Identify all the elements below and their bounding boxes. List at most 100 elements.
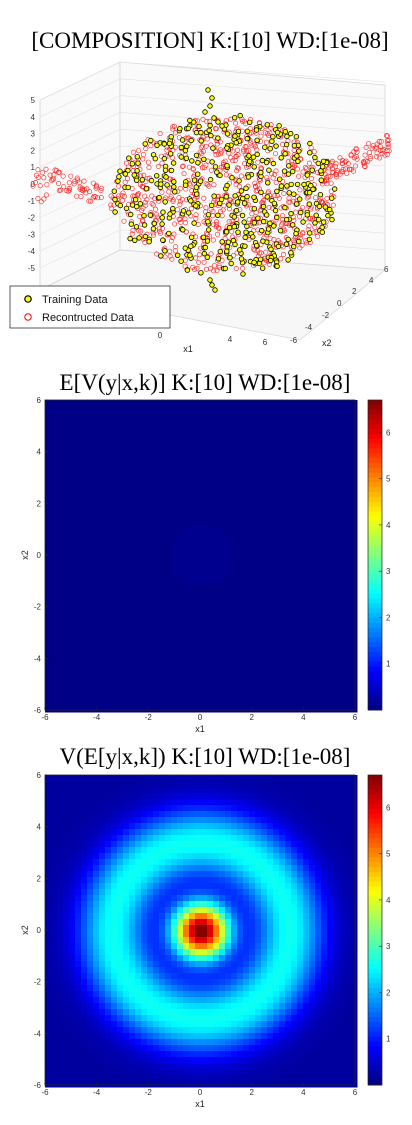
heatmap-cell: [219, 646, 226, 653]
heatmap-cell: [45, 574, 52, 581]
heatmap-cell: [303, 520, 310, 527]
training-point: [178, 144, 184, 151]
heatmap-cell: [321, 604, 328, 611]
heatmap-cell: [219, 694, 226, 701]
heatmap-cell: [135, 670, 142, 677]
heatmap-cell: [51, 799, 58, 806]
heatmap-cell: [111, 1009, 118, 1016]
heatmap-cell: [195, 628, 202, 635]
reconstructed-point: [168, 176, 174, 182]
heatmap-cell: [267, 544, 274, 551]
heatmap-cell: [63, 1045, 70, 1052]
training-point: [136, 235, 142, 241]
heatmap-cell: [105, 919, 112, 926]
heatmap-cell: [153, 616, 160, 623]
heatmap-cell: [63, 931, 70, 938]
heatmap-cell: [99, 877, 106, 884]
heatmap-cell: [81, 1045, 88, 1052]
heatmap-cell: [285, 448, 292, 455]
heatmap-cell: [195, 400, 202, 407]
reconstructed-point: [237, 183, 243, 189]
heatmap-cell: [51, 1057, 58, 1064]
heatmap-cell: [87, 688, 94, 695]
heatmap-cell: [171, 424, 178, 431]
heatmap-cell: [57, 865, 64, 872]
heatmap-cell: [303, 556, 310, 563]
heatmap-cell: [195, 694, 202, 701]
heatmap-cell: [75, 406, 82, 413]
heatmap-cell: [309, 412, 316, 419]
heatmap-cell: [297, 556, 304, 563]
heatmap-cell: [123, 628, 130, 635]
training-point: [231, 114, 238, 121]
heatmap-cell: [69, 520, 76, 527]
heatmap-cell: [51, 901, 58, 908]
heatmap-cell: [135, 550, 142, 557]
heatmap-cell: [225, 658, 232, 665]
heatmap-cell: [123, 670, 130, 677]
heatmap-cell: [57, 538, 64, 545]
reconstructed-point: [74, 175, 80, 181]
heatmap-cell: [297, 538, 304, 545]
heatmap-cell: [111, 781, 118, 788]
heatmap-cell: [45, 652, 52, 659]
heatmap-cell: [105, 1015, 112, 1022]
heatmap-cell: [297, 406, 304, 413]
heatmap-cell: [75, 640, 82, 647]
heatmap-cell: [171, 490, 178, 497]
heatmap-cell: [93, 943, 100, 950]
heatmap-cell: [93, 829, 100, 836]
heatmap-cell: [93, 1069, 100, 1076]
heatmap-cell: [63, 793, 70, 800]
heatmap-cell: [117, 1015, 124, 1022]
heatmap-cell: [111, 835, 118, 842]
colorbar-tick-label: 6: [386, 428, 391, 437]
heatmap-cell: [225, 550, 232, 557]
heatmap-cell: [177, 610, 184, 617]
heatmap-cell: [327, 706, 334, 713]
heatmap-cell: [291, 538, 298, 545]
heatmap-cell: [219, 538, 226, 545]
heatmap-cell: [315, 400, 322, 407]
heatmap-cell: [93, 1081, 100, 1088]
colorbar-segment: [368, 506, 382, 512]
heatmap-cell: [123, 472, 130, 479]
heatmap-cell: [111, 478, 118, 485]
heatmap-cell: [249, 448, 256, 455]
heatmap-cell: [141, 472, 148, 479]
heatmap-cell: [339, 544, 346, 551]
colorbar-segment: [368, 424, 382, 430]
reconstructed-point: [353, 146, 359, 152]
training-point: [211, 115, 217, 121]
heatmap-cell: [99, 418, 106, 425]
heatmap-cell: [279, 424, 286, 431]
heatmap-cell: [123, 781, 130, 788]
heatmap-cell: [93, 454, 100, 461]
heatmap-cell: [327, 412, 334, 419]
heatmap-cell: [105, 913, 112, 920]
heatmap-cell: [177, 514, 184, 521]
heatmap-cell: [225, 628, 232, 635]
reconstructed-point: [223, 172, 229, 178]
heatmap-cell: [321, 502, 328, 509]
heatmap-cell: [243, 526, 250, 533]
heatmap-cell: [165, 550, 172, 557]
heatmap-cell: [105, 694, 112, 701]
reconstructed-point: [49, 177, 55, 183]
heatmap-cell: [45, 799, 52, 806]
heatmap-cell: [291, 568, 298, 575]
heatmap-cell: [351, 412, 358, 419]
heatmap-cell: [201, 670, 208, 677]
reconstructed-point: [154, 214, 160, 220]
heatmap-cell: [255, 616, 262, 623]
heatmap-cell: [117, 580, 124, 587]
heatmap-cell: [165, 400, 172, 407]
heatmap-cell: [333, 676, 340, 683]
heatmap-cell: [123, 676, 130, 683]
heatmap-cell: [141, 580, 148, 587]
heatmap-cell: [135, 568, 142, 575]
heatmap-cell: [129, 658, 136, 665]
heatmap-cell: [297, 706, 304, 713]
heatmap-cell: [165, 418, 172, 425]
heatmap-cell: [255, 580, 262, 587]
